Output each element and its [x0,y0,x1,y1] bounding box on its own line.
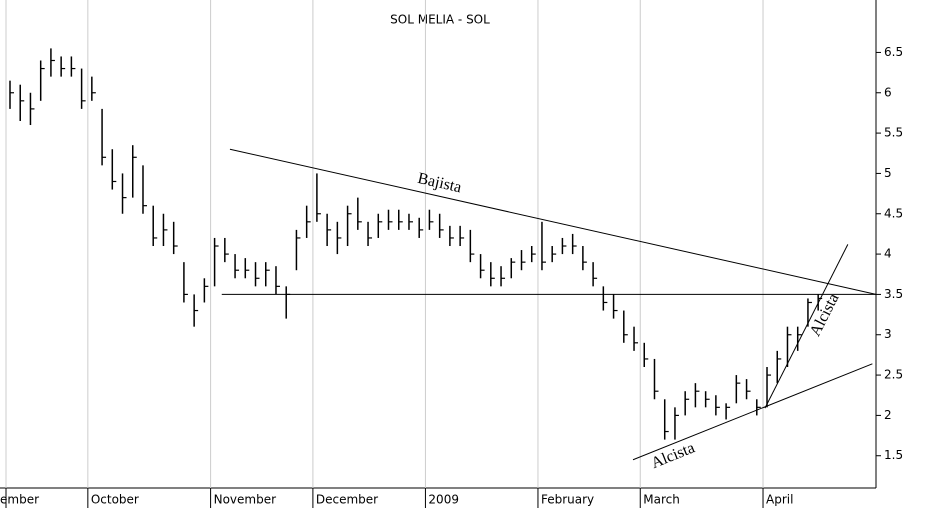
x-tick-label: December [316,493,378,507]
x-tick-label: 2009 [428,493,459,507]
x-tick-label: October [91,493,139,507]
y-tick-label: 6.5 [884,45,903,59]
y-tick-label: 1.5 [884,448,903,462]
y-tick-label: 3 [884,327,892,341]
trendline [632,363,873,461]
y-tick-label: 3.5 [884,287,903,301]
x-tick-label: April [766,493,793,507]
y-tick-label: 4.5 [884,206,903,220]
y-tick-label: 4 [884,247,892,261]
y-tick-label: 5 [884,166,892,180]
trendline [764,244,849,409]
trendline [229,148,877,295]
y-tick-label: 2.5 [884,368,903,382]
x-tick-label: March [643,493,680,507]
trendline-label: Alcista [649,439,697,472]
x-tick-label: February [541,493,594,507]
y-tick-label: 6 [884,85,892,99]
x-tick-label: ember [0,493,39,507]
y-tick-label: 5.5 [884,126,903,140]
chart-title: SOL MELIA - SOL [390,13,490,27]
x-tick-label: November [214,493,276,507]
y-tick-label: 2 [884,408,892,422]
